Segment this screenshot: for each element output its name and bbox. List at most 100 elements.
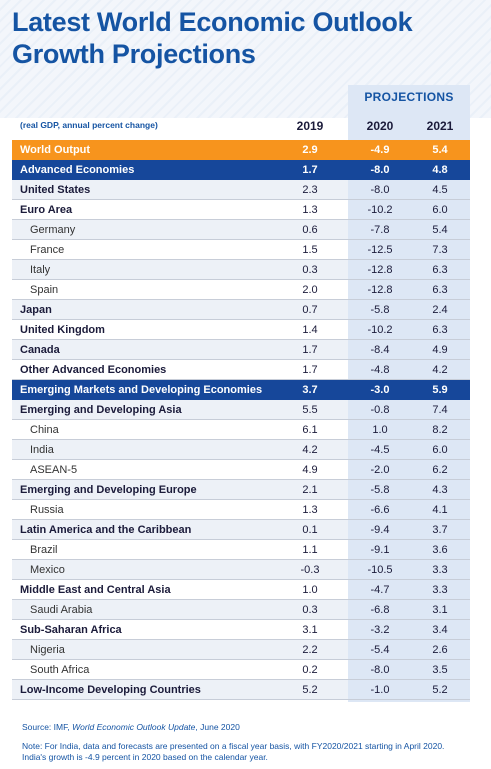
table-row: Mexico -0.3 -10.5 3.3 [12, 560, 470, 580]
value-2019: 5.5 [302, 404, 318, 416]
table-row: Advanced Economies 1.7 -8.0 4.8 [12, 160, 470, 180]
row-label: Sub-Saharan Africa [20, 624, 122, 636]
table-row: Nigeria 2.2 -5.4 2.6 [12, 640, 470, 660]
row-label: World Output [20, 144, 91, 156]
row-label: Emerging and Developing Europe [20, 484, 197, 496]
value-2019: 1.7 [302, 364, 318, 376]
value-2019: 2.2 [302, 644, 318, 656]
value-2019: 3.7 [302, 384, 318, 396]
growth-table: World Output 2.9 -4.9 5.4 Advanced Economies… [12, 140, 470, 700]
value-2020: -4.7 [370, 584, 390, 596]
value-2021: 7.3 [432, 244, 448, 256]
table-row: China 6.1 1.0 8.2 [12, 420, 470, 440]
value-2019: 6.1 [302, 424, 318, 436]
table-row: South Africa 0.2 -8.0 3.5 [12, 660, 470, 680]
value-2020: -12.5 [367, 244, 393, 256]
row-label: China [30, 424, 59, 436]
value-2020: -8.0 [370, 164, 390, 176]
row-label: Emerging Markets and Developing Economie… [20, 384, 263, 396]
row-label: France [30, 244, 65, 256]
value-2019: 1.7 [302, 164, 318, 176]
projections-label: PROJECTIONS [364, 90, 454, 104]
value-2020: -8.0 [370, 664, 390, 676]
table-row: United Kingdom 1.4 -10.2 6.3 [12, 320, 470, 340]
value-2020: -0.8 [370, 404, 390, 416]
row-label: United Kingdom [20, 324, 105, 336]
table-row: Middle East and Central Asia 1.0 -4.7 3.3 [12, 580, 470, 600]
value-2019: 1.0 [302, 584, 318, 596]
table-row: Brazil 1.1 -9.1 3.6 [12, 540, 470, 560]
value-2021: 4.5 [432, 184, 448, 196]
title-line-1: Latest World Economic Outlook [12, 7, 413, 37]
value-2021: 5.4 [432, 224, 448, 236]
value-2019: -0.3 [300, 564, 320, 576]
value-2020: -2.0 [370, 464, 390, 476]
value-2021: 5.2 [432, 684, 448, 696]
value-2021: 3.3 [432, 584, 448, 596]
row-label: Mexico [30, 564, 65, 576]
row-label: Germany [30, 224, 76, 236]
table-row: Euro Area 1.3 -10.2 6.0 [12, 200, 470, 220]
value-2020: -6.8 [370, 604, 390, 616]
row-label: Other Advanced Economies [20, 364, 167, 376]
value-2020: -7.8 [370, 224, 390, 236]
value-2021: 4.8 [432, 164, 448, 176]
value-2020: -9.4 [370, 524, 390, 536]
row-label: Middle East and Central Asia [20, 584, 171, 596]
value-2021: 4.9 [432, 344, 448, 356]
year-2019-header: 2019 [296, 119, 324, 133]
row-label: Japan [20, 304, 52, 316]
value-2021: 6.3 [432, 264, 448, 276]
value-2020: -8.4 [370, 344, 390, 356]
value-2019: 3.1 [302, 624, 318, 636]
value-2020: -10.2 [367, 324, 393, 336]
value-2021: 4.3 [432, 484, 448, 496]
value-2021: 7.4 [432, 404, 448, 416]
table-row: Japan 0.7 -5.8 2.4 [12, 300, 470, 320]
source-line: Source: IMF, World Economic Outlook Upda… [22, 722, 240, 732]
unit-label: (real GDP, annual percent change) [20, 120, 158, 130]
value-2021: 6.3 [432, 284, 448, 296]
row-label: Canada [20, 344, 60, 356]
value-2021: 4.2 [432, 364, 448, 376]
table-row: Canada 1.7 -8.4 4.9 [12, 340, 470, 360]
value-2019: 2.3 [302, 184, 318, 196]
value-2019: 1.3 [302, 204, 318, 216]
title-line-2: Growth Projections [12, 39, 256, 69]
value-2019: 2.0 [302, 284, 318, 296]
value-2020: -10.2 [367, 204, 393, 216]
source-prefix: Source: IMF, [22, 722, 73, 732]
table-row: Germany 0.6 -7.8 5.4 [12, 220, 470, 240]
table-row: Emerging Markets and Developing Economie… [12, 380, 470, 400]
year-2021-header: 2021 [426, 119, 454, 133]
table-row: ASEAN-5 4.9 -2.0 6.2 [12, 460, 470, 480]
value-2019: 5.2 [302, 684, 318, 696]
year-2020-header: 2020 [366, 119, 394, 133]
value-2021: 4.1 [432, 504, 448, 516]
value-2020: -5.8 [370, 484, 390, 496]
value-2020: 1.0 [372, 424, 388, 436]
value-2019: 1.4 [302, 324, 318, 336]
value-2020: -12.8 [367, 284, 393, 296]
value-2019: 1.5 [302, 244, 318, 256]
value-2019: 1.3 [302, 504, 318, 516]
table-row: France 1.5 -12.5 7.3 [12, 240, 470, 260]
value-2021: 2.4 [432, 304, 448, 316]
row-label: Euro Area [20, 204, 73, 216]
table-row: India 4.2 -4.5 6.0 [12, 440, 470, 460]
value-2019: 0.7 [302, 304, 318, 316]
value-2020: -10.5 [367, 564, 393, 576]
value-2020: -4.5 [370, 444, 390, 456]
page-title: Latest World Economic Outlook Growth Pro… [12, 6, 482, 70]
row-label: Latin America and the Caribbean [20, 524, 192, 536]
value-2021: 3.1 [432, 604, 448, 616]
value-2019: 2.9 [302, 144, 318, 156]
row-label: Advanced Economies [20, 164, 135, 176]
value-2020: -6.6 [370, 504, 390, 516]
value-2020: -5.4 [370, 644, 390, 656]
row-label: Italy [30, 264, 51, 276]
value-2019: 1.7 [302, 344, 318, 356]
value-2019: 4.9 [302, 464, 318, 476]
value-2020: -12.8 [367, 264, 393, 276]
